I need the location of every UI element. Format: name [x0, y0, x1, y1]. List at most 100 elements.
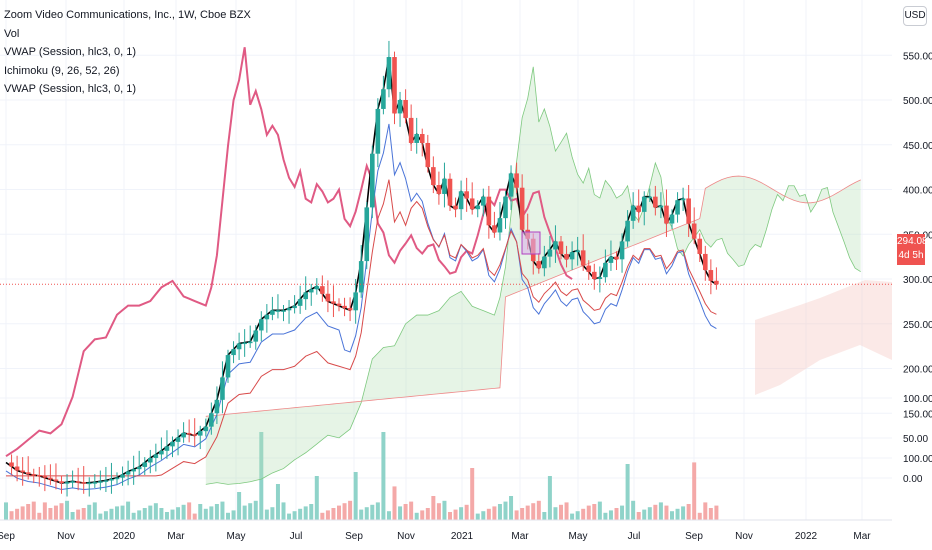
candle-down: [703, 253, 708, 271]
candle-up: [542, 256, 547, 269]
candle-down: [53, 479, 59, 482]
candle-up: [242, 342, 247, 345]
price-tick-label: 300.00: [903, 275, 932, 286]
volume-bar-down: [636, 512, 641, 520]
volume-bar-up: [375, 502, 380, 520]
time-tick-label: Mar: [853, 531, 871, 542]
candle-down: [419, 134, 425, 143]
candle-down: [9, 462, 14, 467]
symbol-title[interactable]: Zoom Video Communications, Inc., 1W, Cbo…: [4, 9, 251, 21]
ichimoku-cloud: [205, 66, 892, 485]
candle-up: [275, 310, 281, 312]
volume-bar-up: [137, 510, 142, 520]
candle-up: [214, 399, 220, 414]
candle-up: [386, 57, 392, 90]
candle-up: [375, 108, 381, 154]
volume-bar-up: [597, 501, 602, 520]
volume-bar-up: [153, 503, 158, 520]
legend-vwap-2[interactable]: VWAP (Session, hlc3, 0, 1): [4, 83, 137, 95]
candle-down: [697, 238, 703, 254]
volume-bar-up: [65, 500, 70, 520]
candle-up: [381, 89, 386, 109]
volume-bar-up: [4, 502, 8, 520]
legend-vwap-1[interactable]: VWAP (Session, hlc3, 0, 1): [4, 46, 137, 58]
volume-tick-label: 0.00: [903, 474, 923, 485]
time-tick-label: Sep: [0, 531, 15, 542]
candle-up: [170, 441, 175, 447]
candle-up: [458, 191, 464, 210]
candle-up: [253, 330, 259, 342]
candle-down: [320, 286, 325, 294]
volume-bar-up: [603, 512, 608, 520]
currency-button[interactable]: USD: [903, 6, 927, 26]
volume-bar-down: [48, 508, 53, 520]
volume-bar-down: [81, 508, 86, 520]
highlight-box: [521, 231, 541, 255]
volume-bar-down: [20, 506, 25, 520]
candle-down: [558, 241, 564, 254]
candle-up: [569, 252, 575, 260]
candle-down: [536, 261, 542, 269]
volume-bar-down: [697, 512, 702, 520]
candle-down: [336, 303, 342, 306]
candle-up: [159, 450, 164, 455]
price-axis[interactable]: 550.00500.00450.00400.00350.00300.00250.…: [892, 0, 932, 550]
indicator-legend: Zoom Video Communications, Inc., 1W, Cbo…: [4, 6, 251, 99]
candle-up: [603, 262, 608, 278]
volume-bar-down: [653, 504, 658, 520]
candle-down: [564, 253, 569, 260]
volume-bar-up: [270, 507, 275, 520]
volume-bar-down: [76, 509, 81, 520]
volume-bar-up: [509, 496, 514, 520]
candle-up: [136, 466, 142, 470]
candle-down: [20, 470, 25, 473]
volume-bars: [4, 432, 719, 520]
volume-bar-down: [331, 508, 336, 520]
candle-up: [553, 241, 558, 250]
candle-down: [81, 482, 86, 484]
candle-down: [14, 466, 20, 471]
legend-ichimoku[interactable]: Ichimoku (9, 26, 52, 26): [4, 64, 120, 77]
time-tick-label: Nov: [57, 531, 75, 542]
volume-bar-down: [514, 510, 519, 520]
time-tick-label: Mar: [167, 531, 185, 542]
candle-up: [225, 355, 231, 378]
time-axis[interactable]: Sep Nov 2020 Mar May Jul Sep Nov 2021 Mar May Jul Se…: [0, 519, 892, 542]
time-tick-label: 2021: [451, 531, 474, 542]
candle-up: [675, 200, 680, 215]
volume-bar-down: [692, 462, 697, 520]
volume-bar-up: [203, 508, 208, 520]
volume-bar-down: [26, 504, 31, 520]
candle-down: [408, 117, 414, 143]
candle-up: [203, 426, 209, 432]
candle-down: [586, 265, 592, 272]
candle-up: [120, 474, 125, 478]
candle-up: [575, 250, 580, 253]
volume-bar-down: [403, 504, 408, 520]
volume-bar-up: [353, 472, 358, 520]
legend-vol[interactable]: Vol: [4, 27, 20, 40]
volume-bar-up: [231, 510, 236, 520]
candle-down: [331, 301, 336, 304]
candle-up: [597, 277, 603, 279]
time-tick-label: Sep: [685, 531, 703, 542]
volume-bar-up: [414, 512, 419, 520]
candle-up: [314, 286, 320, 290]
candlesticks: [9, 40, 719, 497]
candle-down: [636, 205, 641, 212]
candle-up: [292, 305, 297, 309]
volume-bar-down: [708, 508, 713, 520]
volume-bar-down: [42, 502, 47, 520]
volume-bar-up: [98, 513, 103, 520]
volume-bar-down: [686, 504, 691, 520]
time-tick-label: May: [227, 531, 246, 542]
candle-down: [664, 205, 669, 224]
volume-bar-up: [625, 464, 630, 520]
candle-down: [580, 250, 586, 266]
volume-bar-up: [670, 511, 674, 520]
volume-bar-up: [631, 500, 636, 520]
candle-up: [308, 289, 314, 293]
volume-bar-down: [586, 505, 591, 520]
volume-bar-down: [614, 508, 619, 520]
